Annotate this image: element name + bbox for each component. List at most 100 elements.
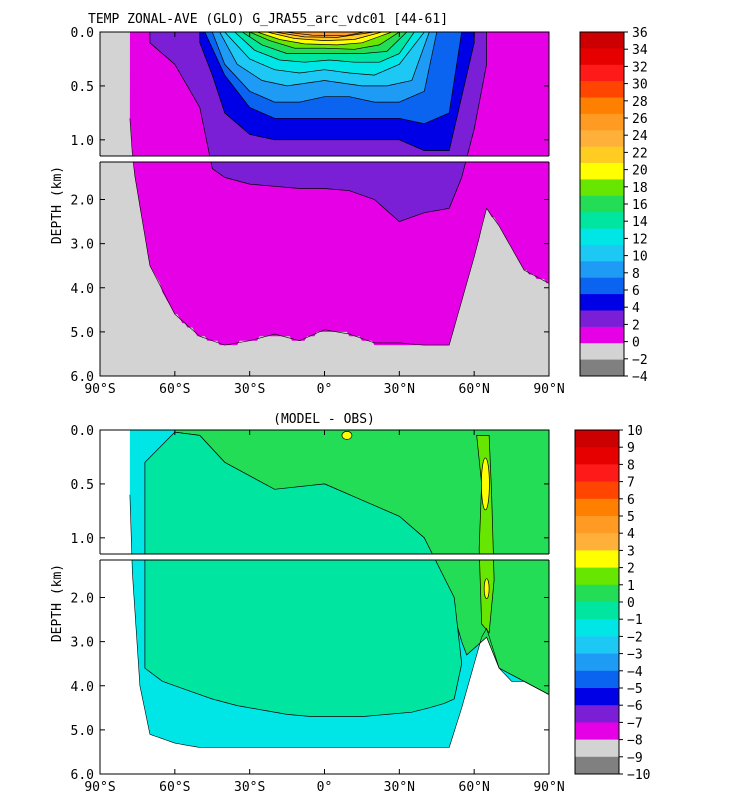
colorbar-label: 20: [632, 164, 648, 179]
colorbar-swatch: [575, 653, 619, 672]
y-tick-label: 1.0: [71, 134, 94, 149]
band-1-2: [476, 435, 495, 634]
colorbar-swatch: [580, 343, 624, 360]
colorbar-label: −5: [627, 682, 643, 697]
colorbar-swatch: [575, 722, 619, 740]
colorbar-swatch: [580, 228, 624, 246]
colorbar-label: 7: [627, 476, 635, 491]
colorbar-swatch: [575, 516, 619, 534]
colorbar-label: 0: [632, 336, 640, 351]
colorbar-swatch: [580, 32, 624, 49]
y-tick-label: 1.0: [71, 532, 94, 547]
difference-field: [100, 430, 549, 774]
colorbar-label: 3: [627, 544, 635, 559]
colorbar-label: 12: [632, 232, 648, 247]
colorbar-label: 34: [632, 43, 648, 58]
colorbar-swatch: [575, 705, 619, 723]
y-tick-label: 0.0: [71, 26, 94, 41]
colorbar-label: −6: [627, 699, 643, 714]
band-2-3: [341, 431, 353, 440]
colorbar-swatch: [575, 533, 619, 551]
colorbar-label: 4: [632, 301, 640, 316]
colorbar-swatch: [580, 195, 624, 213]
colorbar-swatch: [580, 294, 624, 311]
colorbar-swatch: [575, 619, 619, 637]
colorbar-label: 16: [632, 198, 648, 213]
colorbar-label: −7: [627, 716, 643, 731]
colorbar-swatch: [575, 447, 619, 465]
x-tick-label: 90°S: [84, 780, 115, 795]
colorbar-label: −2: [632, 353, 648, 368]
axes: 90°S 60°S 30°S 0° 30°N 60°N 90°N 0.0 0.5 1.0 2.0 3.…: [71, 424, 565, 795]
band-minus1-0: [144, 431, 463, 717]
x-tick-label: 90°N: [533, 382, 564, 397]
colorbar-label: 8: [627, 458, 635, 473]
colorbar-swatch: [575, 688, 619, 706]
colorbar-label: 18: [632, 181, 648, 196]
chart-title: TEMP ZONAL-AVE (GLO) G_JRA55_arc_vdc01 […: [88, 12, 448, 27]
colorbar-label: 30: [632, 78, 648, 93]
colorbar-swatch: [580, 326, 624, 344]
x-tick-label: 60°N: [459, 780, 490, 795]
colorbar-swatch: [575, 550, 619, 568]
colorbar-label: −10: [627, 768, 650, 783]
axes: 90°S 60°S 30°S 0° 30°N 60°N 90°N 0.0 0.5 1.0 2.0 3.…: [71, 26, 565, 397]
y-axis-label: DEPTH (km): [50, 166, 65, 244]
colorbar-swatch: [575, 464, 619, 482]
colorbar-label: 10: [627, 424, 643, 439]
colorbar-swatch: [580, 97, 624, 115]
colorbar-label: 36: [632, 26, 648, 41]
colorbar-swatch: [580, 130, 624, 148]
y-tick-label: 0.5: [71, 80, 94, 95]
y-tick-label: 4.0: [71, 282, 94, 297]
y-tick-label: 5.0: [71, 724, 94, 739]
y-tick-label: 3.0: [71, 238, 94, 253]
colorbar-swatch: [575, 430, 619, 448]
colorbar-swatch: [575, 584, 619, 603]
y-tick-label: 2.0: [71, 592, 94, 607]
colorbar-label: −1: [627, 613, 643, 628]
x-tick-label: 30°S: [234, 382, 265, 397]
temperature-field: [100, 32, 549, 376]
colorbar-swatch: [575, 739, 619, 758]
colorbar-swatch: [580, 359, 624, 377]
colorbar-label: 2: [627, 562, 635, 577]
y-tick-label: 2.0: [71, 194, 94, 209]
colorbar-label: 26: [632, 112, 648, 127]
colorbar-label: 5: [627, 510, 635, 525]
colorbar-label: 32: [632, 60, 648, 75]
colorbar-swatch: [580, 179, 624, 197]
colorbar-label: 2: [632, 318, 640, 333]
x-tick-label: 30°N: [384, 780, 415, 795]
y-axis-label: DEPTH (km): [50, 564, 65, 642]
colorbar-label: 6: [627, 493, 635, 508]
y-tick-label: 0.0: [71, 424, 94, 439]
colorbar-swatch: [575, 567, 619, 586]
x-tick-label: 60°S: [159, 780, 190, 795]
y-tick-label: 3.0: [71, 636, 94, 651]
colorbar-label: 4: [627, 527, 635, 542]
band-2-3: [481, 457, 490, 511]
colorbar-swatch: [580, 277, 624, 295]
y-tick-label: 4.0: [71, 680, 94, 695]
colorbar-swatch: [580, 245, 624, 262]
colorbar-label: 22: [632, 146, 648, 161]
y-tick-label: 6.0: [71, 370, 94, 385]
colorbar-swatch: [575, 498, 619, 517]
difference-panel: (MODEL - OBS) DEPTH (km) 90°S 60°S 30°S 0° 3…: [50, 412, 650, 795]
colorbar-label: −9: [627, 751, 643, 766]
colorbar-swatch: [580, 64, 624, 82]
colorbar-swatch: [580, 310, 624, 328]
y-tick-label: 6.0: [71, 768, 94, 783]
colorbar-label: 10: [632, 250, 648, 265]
colorbar-label: −3: [627, 648, 643, 663]
x-tick-label: 60°N: [459, 382, 490, 397]
y-tick-label: 0.5: [71, 478, 94, 493]
colorbar-swatch: [580, 212, 624, 229]
seafloor-line: [129, 494, 549, 748]
colorbar-label: −4: [627, 665, 643, 680]
colorbar-label: 6: [632, 284, 640, 299]
